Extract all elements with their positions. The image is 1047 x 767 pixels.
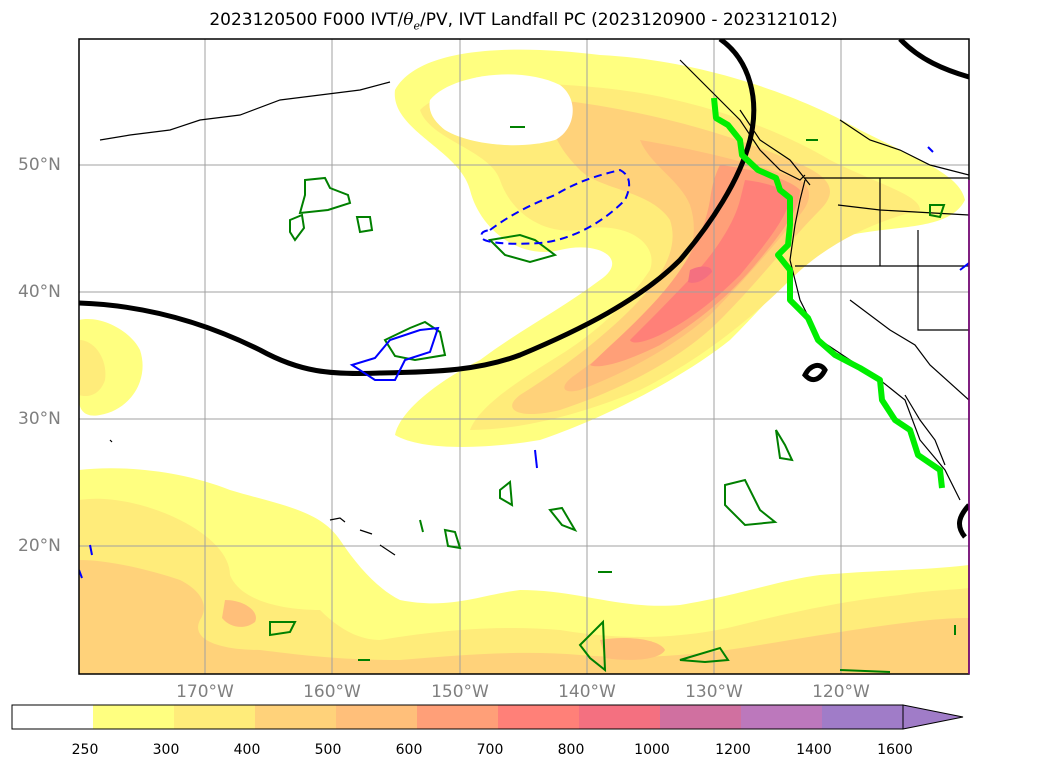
lon-label-140w: 140°W — [558, 682, 616, 702]
ivt-landfall-path — [711, 97, 945, 489]
colorbar-tick-400: 400 — [233, 742, 261, 758]
colorbar-tick-600: 600 — [395, 742, 423, 758]
pv-contours-positive — [269, 126, 956, 673]
lon-label-160w: 160°W — [303, 682, 361, 702]
colorbar-tick-700: 700 — [476, 742, 504, 758]
lon-label-120w: 120°W — [812, 682, 870, 702]
lat-label-30n: 30°N — [18, 409, 61, 429]
lon-label-130w: 130°W — [685, 682, 743, 702]
lat-label-20n: 20°N — [18, 536, 61, 556]
colorbar-tick-300: 300 — [152, 742, 180, 758]
graticule — [79, 39, 969, 674]
colorbar-tick-1400: 1400 — [796, 742, 832, 758]
colorbar-tick-250: 250 — [71, 742, 99, 758]
colorbar-tick-800: 800 — [557, 742, 585, 758]
ivt-shading — [79, 49, 969, 674]
coastlines — [99, 59, 969, 556]
lat-label-40n: 40°N — [18, 282, 61, 302]
lon-label-170w: 170°W — [176, 682, 234, 702]
colorbar-tick-1200: 1200 — [715, 742, 751, 758]
colorbar-tick-1000: 1000 — [634, 742, 670, 758]
lat-label-50n: 50°N — [18, 155, 61, 175]
map-title: 2023120500 F000 IVT/θe/PV, IVT Landfall … — [209, 10, 838, 33]
theta-e-contour — [79, 39, 969, 539]
lon-label-150w: 150°W — [431, 682, 489, 702]
colorbar-tick-500: 500 — [314, 742, 342, 758]
colorbar-tick-1600: 1600 — [877, 742, 913, 758]
